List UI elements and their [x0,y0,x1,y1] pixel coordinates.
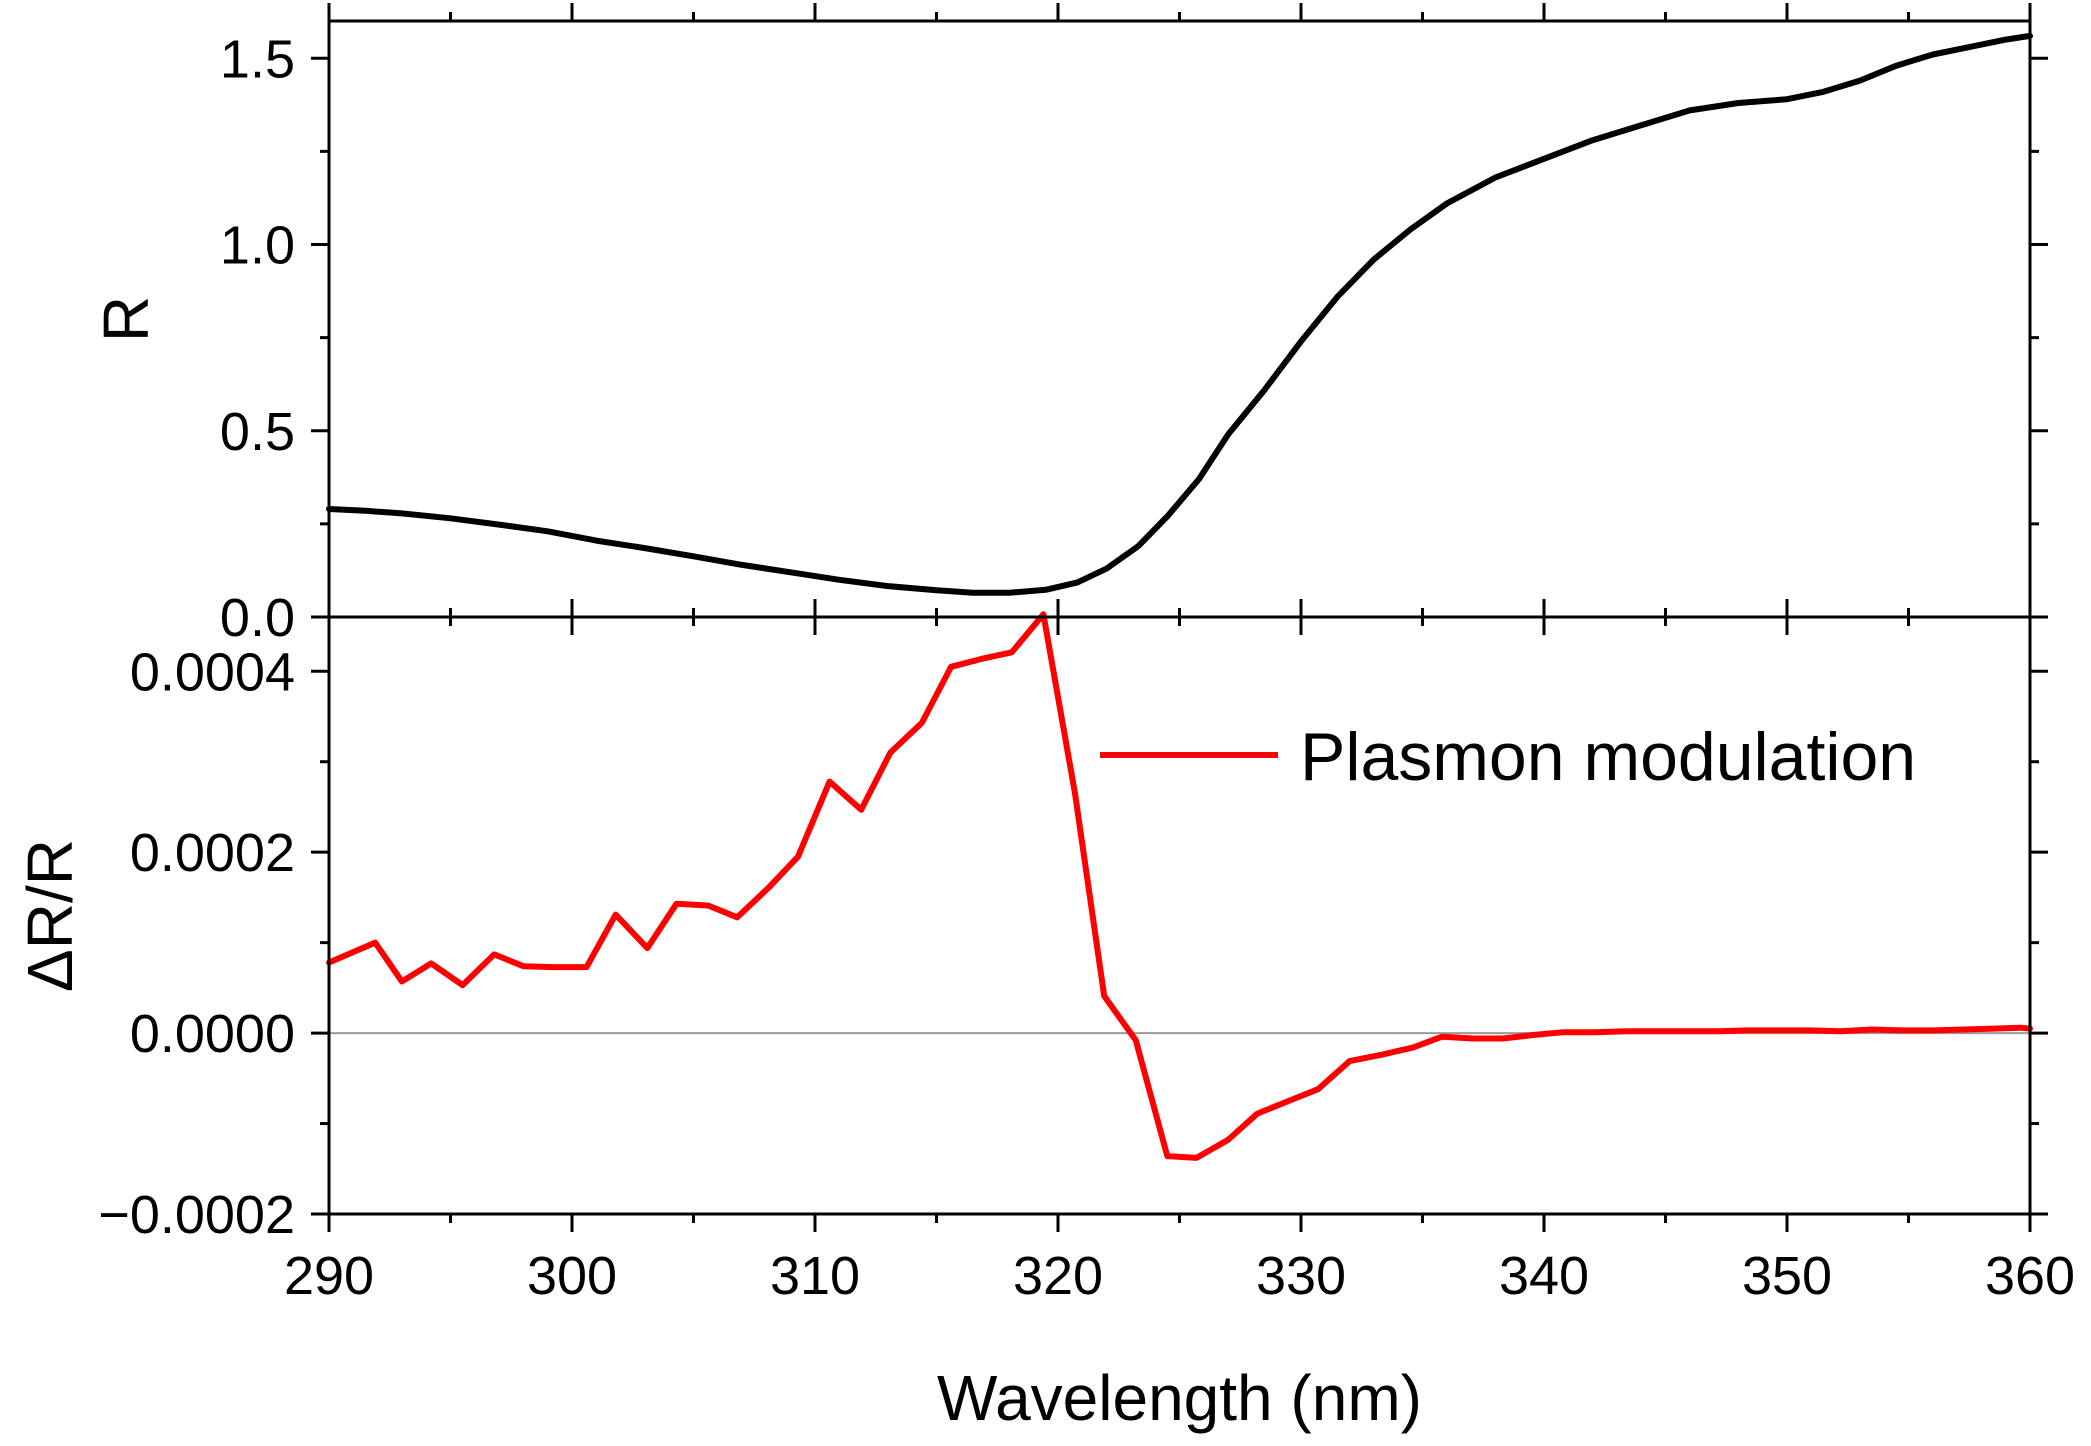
x-tick-label: 340 [1499,1246,1589,1306]
y-tick-label: 0.0002 [130,823,295,883]
top-panel: 0.0 0.5 1.0 1.5 R [90,19,2048,648]
y-tick-label: 0.0000 [130,1004,295,1064]
top-plot-frame [327,19,2032,619]
y-tick-label: 0.0 [220,588,295,648]
bottom-plot-frame [327,615,2032,1216]
x-axis-label: Wavelength (nm) [937,1362,1422,1434]
y-tick-label: −0.0002 [98,1185,295,1245]
y-tick-label: 1.5 [220,29,295,89]
x-tick-label: 350 [1742,1246,1832,1306]
x-tick-label: 360 [1985,1246,2075,1306]
x-tick-label: 330 [1256,1246,1346,1306]
legend: Plasmon modulation [1100,719,1916,795]
top-series-line [326,32,2033,596]
x-tick-label: 300 [527,1246,617,1306]
y-tick-label: 0.5 [220,402,295,462]
x-tick-label: 320 [1013,1246,1103,1306]
x-tick-label: 310 [770,1246,860,1306]
x-tick-label: 290 [284,1246,374,1306]
y-tick-label: 1.0 [220,216,295,276]
top-y-axis-label: R [90,296,162,342]
bottom-series-line [326,611,2033,1161]
legend-label: Plasmon modulation [1300,719,1916,795]
y-tick-label: 0.0004 [130,642,295,702]
bottom-panel: −0.0002 0.0000 0.0002 0.0004 290 300 310 320 33… [14,3,2075,1434]
bottom-y-axis-label: ΔR/R [14,839,86,992]
